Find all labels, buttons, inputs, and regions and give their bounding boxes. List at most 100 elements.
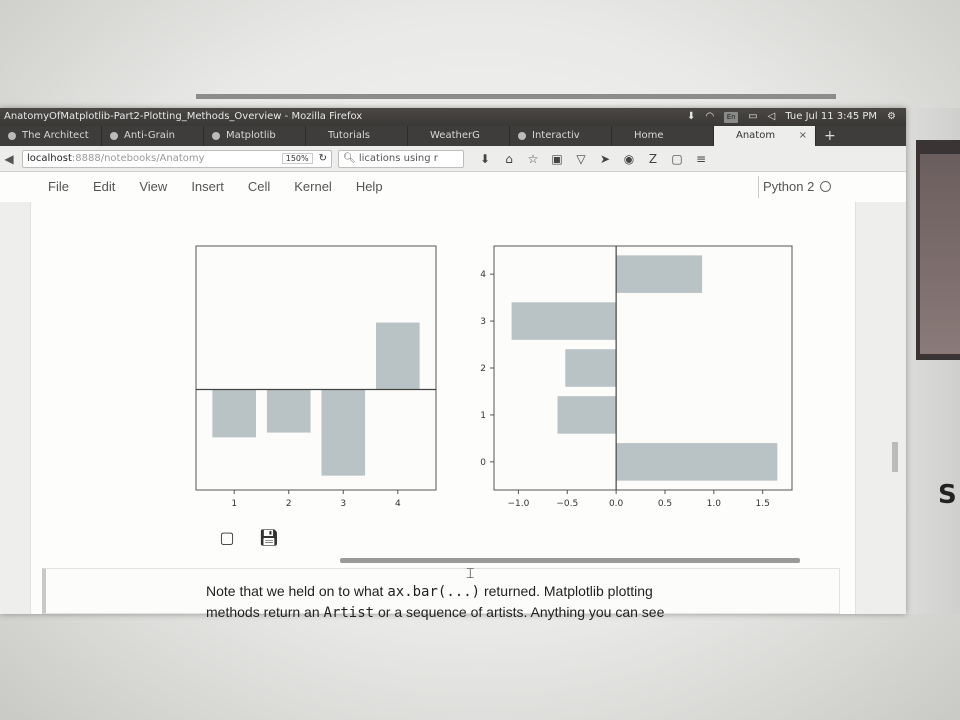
x-tick-label: −0.5: [556, 499, 578, 509]
bar: [376, 322, 420, 390]
tab-label: Tutorials: [328, 130, 370, 141]
output-widgets: ▢ 💾︎: [216, 528, 280, 548]
x-tick-label: 4: [395, 499, 401, 509]
window-title: AnatomyOfMatplotlib-Part2-Plotting_Metho…: [4, 111, 363, 122]
tab[interactable]: Anti-Grain: [102, 126, 204, 146]
tab[interactable]: Matplotlib: [204, 126, 306, 146]
x-tick-label: 3: [340, 499, 346, 509]
text-run: methods return an: [206, 604, 324, 620]
background-glyph: S: [938, 480, 957, 510]
inline-code: ax.bar(...): [387, 584, 481, 600]
zoom-indicator[interactable]: 150%: [281, 153, 313, 164]
battery-icon[interactable]: ▭: [748, 111, 758, 122]
tab[interactable]: Home: [612, 126, 714, 146]
kernel-indicator: Python 2: [758, 176, 832, 198]
jupyter-menubar: File Edit View Insert Cell Kernel Help P…: [0, 172, 906, 202]
kernel-status-icon: [820, 181, 832, 192]
bar: [266, 389, 311, 433]
tab[interactable]: Tutorials: [306, 126, 408, 146]
cell-output-divider: [196, 94, 836, 99]
title-bar: AnatomyOfMatplotlib-Part2-Plotting_Metho…: [0, 108, 906, 126]
bar: [511, 302, 617, 340]
volume-icon[interactable]: ◁: [767, 111, 776, 122]
tab-label: Anti-Grain: [124, 130, 175, 141]
menu-help[interactable]: Help: [355, 179, 383, 194]
markdown-line-1: Note that we held on to what ax.bar(...)…: [206, 581, 836, 602]
y-tick-label: 4: [480, 270, 486, 280]
horizontal-scrollbar[interactable]: [340, 558, 800, 563]
x-tick-label: 2: [286, 499, 292, 509]
toolbar-icons: ⬇ ⌂ ☆ ▣ ▽ ➤ ◉ Z ▢ ≡: [478, 152, 708, 166]
home-icon[interactable]: ⌂: [505, 151, 513, 166]
navigation-bar: ◀ localhost:8888/notebooks/Anatomy 150% …: [0, 146, 906, 172]
url-bar[interactable]: localhost:8888/notebooks/Anatomy 150% ↻: [22, 149, 332, 168]
download-icon[interactable]: ⬇: [479, 151, 491, 166]
x-tick-label: 0.5: [658, 499, 672, 509]
tab-label: Matplotlib: [226, 130, 276, 141]
y-tick-label: 3: [480, 317, 486, 327]
menu-insert[interactable]: Insert: [191, 179, 224, 194]
markdown-text: Note that we held on to what ax.bar(...)…: [206, 581, 836, 623]
text-run: Note that we held on to what: [206, 583, 388, 599]
tab-label: Home: [634, 130, 664, 141]
close-tab-icon[interactable]: ×: [798, 130, 807, 141]
tab-label: Interactiv: [532, 130, 580, 141]
search-icon: 🔍︎: [343, 152, 359, 164]
tab[interactable]: The Architect: [0, 126, 102, 146]
settings-gear-icon[interactable]: ⚙: [887, 111, 896, 122]
vertical-scrollbar[interactable]: [892, 442, 898, 472]
markdown-line-2: methods return an Artist or a sequence o…: [206, 602, 836, 623]
mouse-cursor-icon: ⌶: [466, 566, 475, 582]
x-tick-label: 1: [231, 499, 237, 509]
dropbox-icon[interactable]: ⬇: [687, 111, 696, 122]
send-icon[interactable]: ➤: [599, 151, 611, 166]
new-tab-button[interactable]: +: [824, 128, 836, 144]
menu-edit[interactable]: Edit: [92, 179, 116, 194]
menu-hamburger-icon[interactable]: ≡: [695, 151, 707, 166]
kernel-name: Python 2: [763, 179, 815, 194]
tab[interactable]: WeatherG: [408, 126, 510, 146]
clock[interactable]: Tue Jul 11 3:45 PM: [785, 111, 878, 122]
url-text[interactable]: localhost:8888/notebooks/Anatomy: [27, 153, 276, 164]
bar: [616, 255, 703, 293]
text-run: returned. Matplotlib plotting: [480, 583, 653, 599]
tab[interactable]: Interactiv: [510, 126, 612, 146]
menu-view[interactable]: View: [139, 179, 168, 194]
wifi-icon[interactable]: ◠: [705, 111, 715, 122]
favicon-icon: [518, 132, 526, 140]
tab-label: The Architect: [22, 130, 89, 141]
bookmark-star-icon[interactable]: ☆: [527, 151, 539, 166]
x-tick-label: −1.0: [507, 499, 529, 509]
menu-file[interactable]: File: [48, 179, 69, 194]
tab-bar: The Architect Anti-Grain Matplotlib Tuto…: [0, 126, 906, 146]
favicon-icon: [110, 132, 118, 140]
back-icon[interactable]: ◀: [4, 151, 14, 166]
extension-icon[interactable]: ◉: [623, 151, 635, 166]
menu-kernel[interactable]: Kernel: [294, 179, 332, 194]
x-tick-label: 1.0: [707, 499, 722, 509]
screenshot-icon[interactable]: ▢: [671, 151, 683, 166]
y-tick-label: 1: [480, 411, 486, 421]
zotero-icon[interactable]: Z: [648, 151, 658, 166]
y-tick-label: 2: [480, 364, 486, 374]
markdown-cell[interactable]: Note that we held on to what ax.bar(...)…: [42, 568, 840, 621]
search-input[interactable]: 🔍︎ lications using r: [338, 149, 464, 168]
horizontal-bar-chart: 0 1 2 3 4 −1.0 −0.5 0.0 0.5 1.0 1.5: [480, 245, 793, 509]
bar: [616, 443, 778, 481]
save-icon[interactable]: 💾︎: [258, 528, 280, 547]
reload-icon[interactable]: ↻: [318, 153, 327, 164]
bar-chart: 1 2 3 4: [195, 245, 437, 509]
tab-label: Anatom: [736, 130, 776, 141]
search-text: lications using r: [358, 152, 438, 164]
background-window: [916, 140, 960, 360]
bar: [557, 396, 617, 434]
tab-active[interactable]: Anatom ×: [714, 126, 816, 146]
favicon-icon: [8, 132, 16, 140]
menu-cell[interactable]: Cell: [247, 179, 271, 194]
language-indicator[interactable]: En: [724, 111, 739, 123]
bar: [565, 349, 617, 387]
library-icon[interactable]: ▣: [551, 151, 563, 166]
bar: [321, 389, 366, 476]
pocket-icon[interactable]: ▽: [576, 151, 586, 166]
square-toggle-icon[interactable]: ▢: [219, 528, 235, 547]
